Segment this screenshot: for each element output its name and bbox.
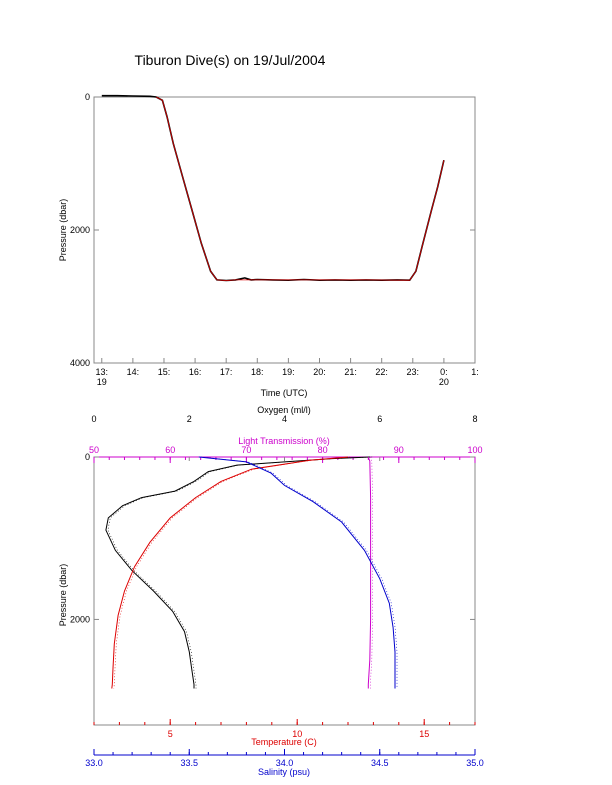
oxygen-profile-line-cast2 xyxy=(107,456,373,689)
oxygen-tick-label: 4 xyxy=(282,414,287,424)
chart1-frame xyxy=(93,96,476,364)
chart1-xtick-label: 14: xyxy=(127,367,140,377)
oxygen-tick-label: 2 xyxy=(187,414,192,424)
chart1-ytick-label: 0 xyxy=(85,92,90,102)
oxygen-tick-label: 0 xyxy=(91,414,96,424)
chart2-ylabel: Pressure (dbar) xyxy=(58,564,68,627)
profile-chart: Oxygen (ml/l) Light Transmission (%) Tem… xyxy=(58,405,484,777)
chart1-xtick-label: 22: xyxy=(375,367,388,377)
transmission-tick-label: 80 xyxy=(318,445,328,455)
chart1-xtick-sublabel: 20 xyxy=(439,377,449,387)
chart1-xtick-sublabel: 19 xyxy=(97,377,107,387)
salinity-tick-label: 34.5 xyxy=(371,758,389,768)
chart1-xtick-label: 1: xyxy=(471,367,479,377)
temperature-axis-label: Temperature (C) xyxy=(251,737,317,747)
chart1-ylabel: Pressure (dbar) xyxy=(58,199,68,262)
transmission-tick-label: 50 xyxy=(89,445,99,455)
chart1-xtick-label: 13: xyxy=(96,367,109,377)
temperature-tick-label: 5 xyxy=(168,729,173,739)
oxygen-profile-line xyxy=(105,456,371,689)
chart1-xtick-label: 19: xyxy=(282,367,295,377)
salinity-tick-label: 34.0 xyxy=(276,758,294,768)
chart1-xtick-label: 21: xyxy=(344,367,357,377)
chart2-frame xyxy=(93,456,476,726)
chart1-xtick-label: 23: xyxy=(407,367,420,377)
time-pressure-chart: Time (UTC) Pressure (dbar) 13:19 14: 15: 16… xyxy=(58,92,479,398)
chart1-xtick-label: 20: xyxy=(313,367,326,377)
salinity-tick-label: 35.0 xyxy=(466,758,484,768)
chart2-ytick-label: 0 xyxy=(85,452,90,462)
temperature-tick-label: 15 xyxy=(419,729,429,739)
transmission-tick-label: 90 xyxy=(394,445,404,455)
transmission-tick-label: 100 xyxy=(467,445,482,455)
transmission-profile-line xyxy=(367,456,372,689)
salinity-tick-label: 33.5 xyxy=(180,758,198,768)
oxygen-tick-label: 8 xyxy=(472,414,477,424)
chart1-series-line xyxy=(156,96,445,281)
chart1-xtick-label: 17: xyxy=(220,367,233,377)
oxygen-tick-label: 6 xyxy=(377,414,382,424)
chart2-ytick-label: 2000 xyxy=(70,614,90,624)
oxygen-axis-label: Oxygen (ml/l) xyxy=(257,405,311,415)
transmission-axis-label: Light Transmission (%) xyxy=(238,436,330,446)
chart1-xtick-label: 18: xyxy=(251,367,264,377)
transmission-tick-label: 70 xyxy=(241,445,251,455)
chart1-xtick-label: 16: xyxy=(189,367,202,377)
salinity-profile-line-cast2 xyxy=(200,456,398,689)
salinity-axis-label: Salinity (psu) xyxy=(258,767,310,777)
chart1-xtick-label: 0: xyxy=(440,367,448,377)
transmission-profile-line-cast2 xyxy=(370,456,373,689)
transmission-tick-label: 60 xyxy=(165,445,175,455)
figure-title: Tiburon Dive(s) on 19/Jul/2004 xyxy=(135,52,326,68)
temperature-profile-line xyxy=(111,456,349,689)
chart1-series-line xyxy=(101,94,445,282)
chart1-xtick-label: 15: xyxy=(158,367,171,377)
salinity-tick-label: 33.0 xyxy=(85,758,103,768)
chart1-xlabel: Time (UTC) xyxy=(261,388,308,398)
chart1-ytick-label: 2000 xyxy=(70,225,90,235)
salinity-profile-line xyxy=(198,456,396,689)
chart1-ytick-label: 4000 xyxy=(70,358,90,368)
temperature-profile-line-cast2 xyxy=(113,456,351,689)
temperature-tick-label: 10 xyxy=(292,729,302,739)
